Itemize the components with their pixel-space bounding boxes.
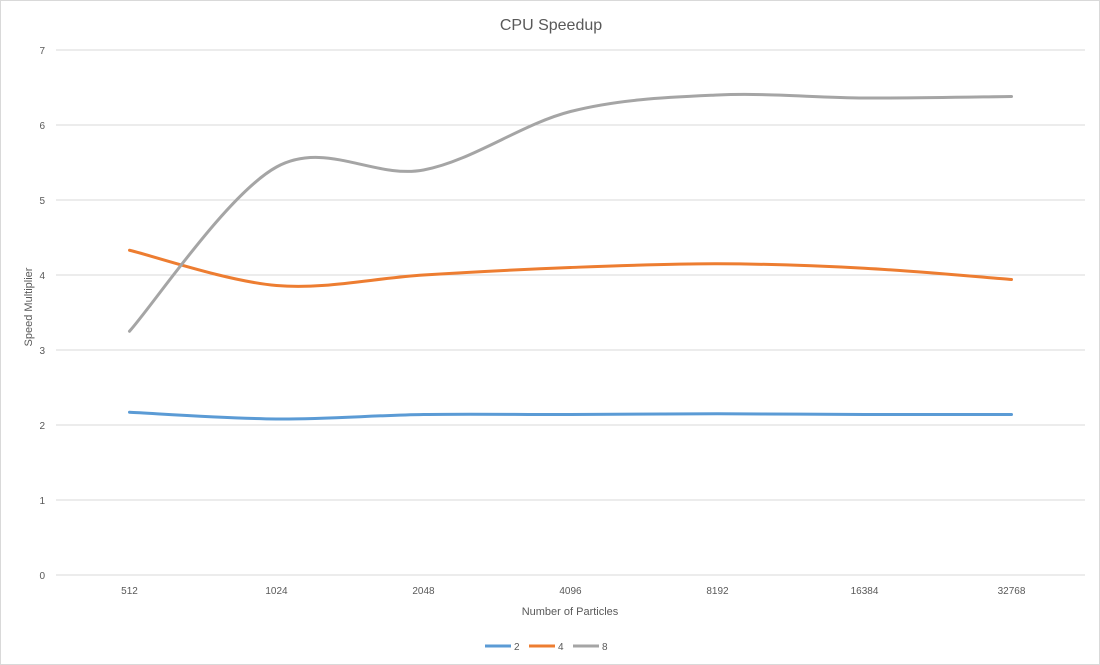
series-line-2 <box>128 410 1013 421</box>
legend-label-2: 2 <box>514 642 520 653</box>
series-line-4 <box>128 248 1013 288</box>
x-axis-ticks: 512 1024 2048 4096 8192 16384 32768 <box>121 586 1026 597</box>
series-line-8 <box>128 92 1013 333</box>
x-tick-label: 8192 <box>706 586 729 597</box>
y-tick-label: 0 <box>39 571 45 582</box>
y-tick-label: 5 <box>39 196 45 207</box>
x-tick-label: 32768 <box>998 586 1026 597</box>
x-axis-label: Number of Particles <box>522 606 619 618</box>
x-tick-label: 16384 <box>851 586 879 597</box>
legend-label-4: 4 <box>558 642 564 653</box>
legend: 2 4 8 <box>485 642 608 653</box>
x-tick-label: 2048 <box>412 586 435 597</box>
y-tick-label: 4 <box>39 271 45 282</box>
legend-label-8: 8 <box>602 642 608 653</box>
y-tick-label: 1 <box>39 496 45 507</box>
x-tick-label: 512 <box>121 586 138 597</box>
series-lines <box>128 92 1013 421</box>
y-tick-label: 3 <box>39 346 45 357</box>
gridlines <box>56 49 1085 576</box>
x-tick-label: 1024 <box>265 586 288 597</box>
y-tick-label: 6 <box>39 121 45 132</box>
y-tick-label: 2 <box>39 421 45 432</box>
y-tick-label: 7 <box>39 46 45 57</box>
x-tick-label: 4096 <box>559 586 582 597</box>
y-axis-label: Speed Multiplier <box>23 267 35 346</box>
y-axis-ticks: 0 1 2 3 4 5 6 7 <box>39 46 45 582</box>
chart-title: CPU Speedup <box>500 17 602 34</box>
